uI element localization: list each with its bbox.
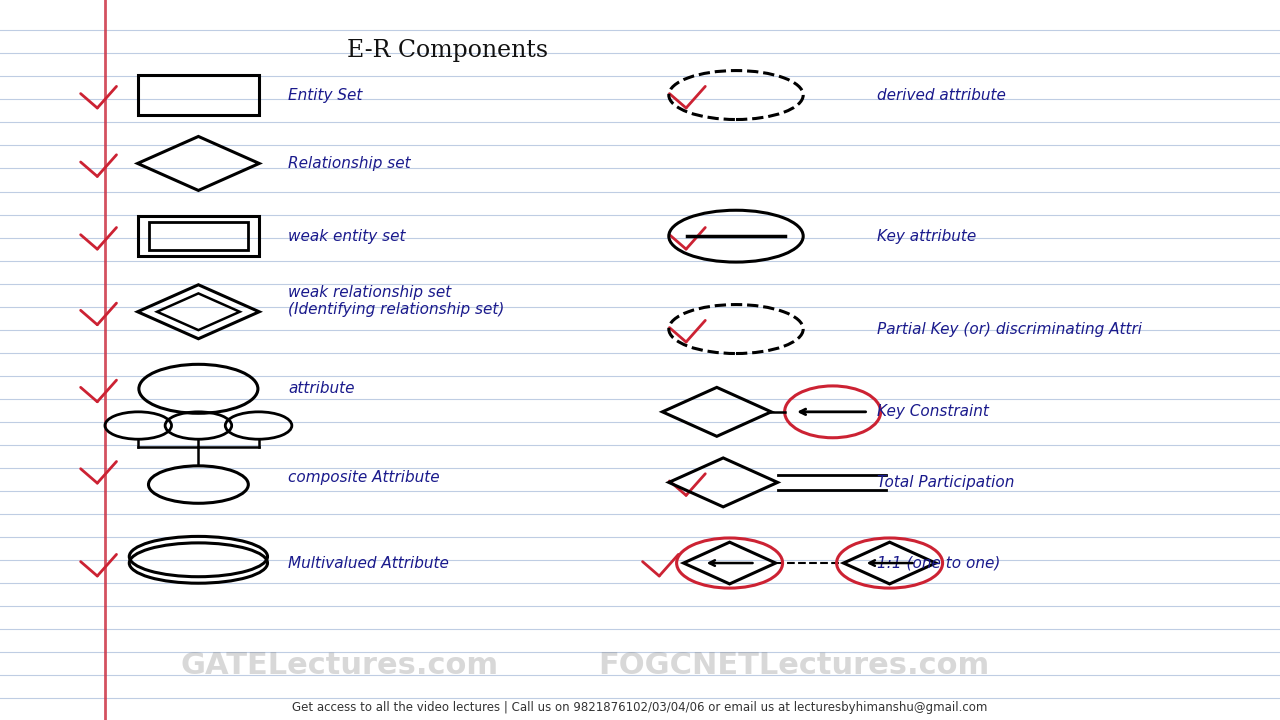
Text: GATELectures.com: GATELectures.com xyxy=(180,652,498,680)
Bar xyxy=(138,75,260,115)
Bar xyxy=(138,216,260,256)
Text: derived attribute: derived attribute xyxy=(877,88,1006,102)
Text: Entity Set: Entity Set xyxy=(288,88,362,102)
Text: Get access to all the video lectures | Call us on 9821876102/03/04/06 or email u: Get access to all the video lectures | C… xyxy=(292,701,988,714)
Text: Total Participation: Total Participation xyxy=(877,475,1014,490)
Text: Key attribute: Key attribute xyxy=(877,229,977,243)
Bar xyxy=(148,222,248,250)
Text: FOGCNETLectures.com: FOGCNETLectures.com xyxy=(598,652,989,680)
Text: Partial Key (or) discriminating Attri: Partial Key (or) discriminating Attri xyxy=(877,322,1142,336)
Text: 1:1 (one to one): 1:1 (one to one) xyxy=(877,556,1000,570)
Text: attribute: attribute xyxy=(288,382,355,396)
Text: composite Attribute: composite Attribute xyxy=(288,470,439,485)
Text: E-R Components: E-R Components xyxy=(347,39,549,62)
Text: weak relationship set
(Identifying relationship set): weak relationship set (Identifying relat… xyxy=(288,285,504,317)
Text: Multivalued Attribute: Multivalued Attribute xyxy=(288,556,449,570)
Text: Key Constraint: Key Constraint xyxy=(877,405,988,419)
Text: weak entity set: weak entity set xyxy=(288,229,406,243)
Text: Relationship set: Relationship set xyxy=(288,156,411,171)
